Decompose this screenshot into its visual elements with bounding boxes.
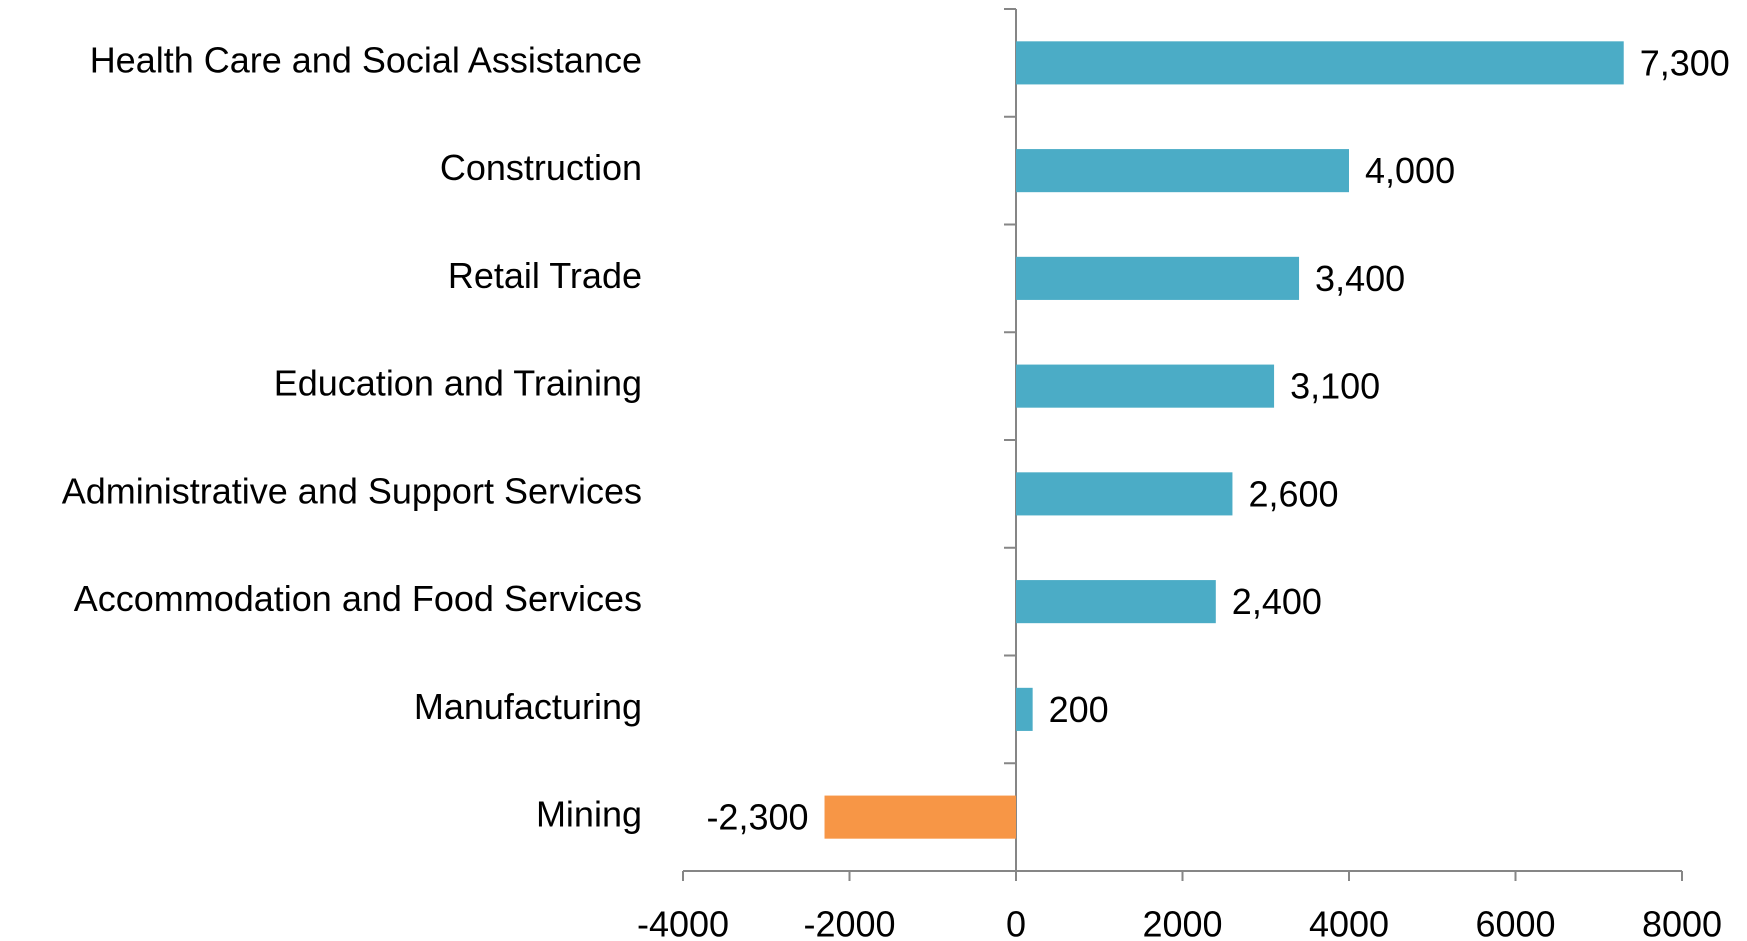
value-label: 4,000 [1365,150,1455,191]
x-tick-label: 4000 [1309,904,1389,941]
x-tick-label: 2000 [1142,904,1222,941]
bar [1016,472,1233,516]
y-tick-label: Health Care and Social Assistance [90,39,642,80]
value-label: 7,300 [1640,42,1730,83]
value-label: 3,100 [1290,366,1380,407]
bar [824,795,1016,839]
x-tick-label: -2000 [803,904,895,941]
y-tick-label: Administrative and Support Services [62,470,642,511]
x-tick-label: 6000 [1475,904,1555,941]
value-label: 2,400 [1232,581,1322,622]
x-tick-label: -4000 [637,904,729,941]
bar [1016,256,1300,300]
bar [1016,364,1275,408]
bar [1016,580,1216,624]
bar [1016,149,1349,193]
bar [1016,687,1033,731]
value-label: 3,400 [1315,258,1405,299]
y-tick-label: Manufacturing [414,686,642,727]
value-label: 200 [1049,689,1109,730]
y-tick-label: Mining [536,794,642,835]
y-tick-label: Education and Training [274,363,642,404]
x-tick-label: 8000 [1642,904,1722,941]
value-label: -2,300 [706,797,808,838]
bar [1016,41,1624,85]
y-tick-label: Retail Trade [448,255,642,296]
y-tick-label: Construction [440,147,642,188]
value-label: 2,600 [1248,473,1338,514]
x-tick-label: 0 [1006,904,1026,941]
y-tick-label: Accommodation and Food Services [74,578,642,619]
